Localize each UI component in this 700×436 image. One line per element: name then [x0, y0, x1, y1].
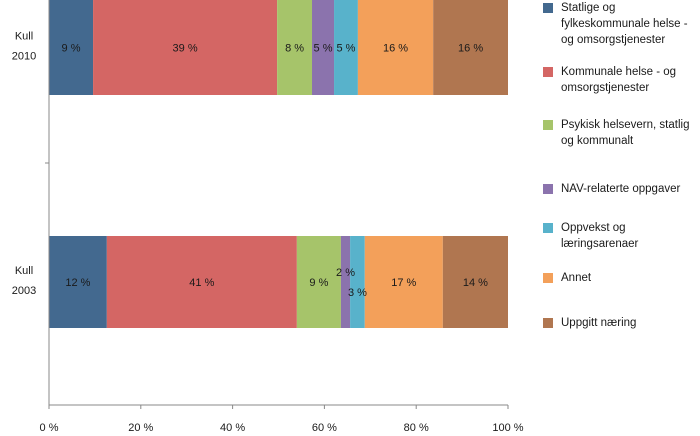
legend-label-line: Oppvekst og [561, 222, 626, 234]
legend-label-line: og kommunalt [561, 135, 634, 147]
bar-segment [364, 236, 443, 328]
legend-label: Oppvekst og læringsarenaer [561, 220, 638, 252]
data-label: 3 % [348, 287, 367, 299]
data-label: 2 % [336, 267, 355, 279]
legend-swatch [543, 273, 553, 283]
legend-label-line: Uppgitt næring [561, 317, 637, 329]
data-label: 41 % [189, 277, 214, 289]
bar-segment [312, 0, 335, 95]
legend-item: Psykisk helsevern, statlig og kommunalt [540, 117, 689, 149]
legend-label-line: Annet [561, 272, 592, 284]
legend-item: Annet [540, 270, 591, 286]
legend-label: NAV-relaterte oppgaver [561, 181, 680, 197]
legend-label-line: Psykisk helsevern, statlig [561, 119, 690, 131]
legend-label-line: læringsarenaer [561, 238, 639, 250]
x-tick-label: 100 % [492, 422, 523, 434]
bar-segment [106, 236, 297, 328]
category-label: Kull [15, 31, 33, 43]
bar-segment [357, 0, 434, 95]
bar-segment [340, 236, 351, 328]
legend-item: NAV-relaterte oppgaver [540, 181, 680, 197]
legend-swatch [543, 120, 553, 130]
category-label: Kull [15, 265, 33, 277]
legend-item: Statlige og fylkeskommunale helse - og oms… [540, 0, 688, 48]
x-tick-label: 40 % [220, 422, 245, 434]
bar-segment [277, 0, 313, 95]
data-label: 16 % [383, 43, 408, 55]
legend-label-line: og omsorgstjenester [561, 34, 666, 46]
legend-label: Uppgitt næring [561, 315, 636, 331]
data-label: 9 % [309, 277, 328, 289]
data-label: 14 % [463, 277, 488, 289]
x-tick-label: 60 % [312, 422, 337, 434]
legend-label-line: fylkeskommunale helse - [561, 18, 688, 30]
legend-item: Kommunale helse - og omsorgstjenester [540, 64, 676, 96]
data-label: 39 % [173, 43, 198, 55]
bar-segment [49, 0, 94, 95]
x-tick-label: 0 % [40, 422, 59, 434]
legend-label: Psykisk helsevern, statlig og kommunalt [561, 117, 689, 149]
x-tick-label: 20 % [128, 422, 153, 434]
legend-swatch [543, 67, 553, 77]
legend-label: Kommunale helse - og omsorgstjenester [561, 64, 676, 96]
legend-swatch [543, 223, 553, 233]
x-tick-label: 80 % [404, 422, 429, 434]
legend-label: Annet [561, 270, 591, 286]
data-label: 12 % [65, 277, 90, 289]
data-label: 5 % [336, 43, 355, 55]
bar-segment [296, 236, 341, 328]
bar-segment [334, 0, 358, 95]
data-label: 9 % [62, 43, 81, 55]
legend-item: Oppvekst og læringsarenaer [540, 220, 638, 252]
legend-swatch [543, 318, 553, 328]
legend-item: Uppgitt næring [540, 315, 636, 331]
data-label: 17 % [391, 277, 416, 289]
bar-segment [442, 236, 508, 328]
legend-label-line: NAV-relaterte oppgaver [561, 183, 681, 195]
legend-label-line: Kommunale helse - og [561, 66, 677, 78]
bar-segment [350, 236, 365, 328]
category-label: 2010 [12, 51, 36, 63]
bar-segment [49, 236, 107, 328]
legend-swatch [543, 3, 553, 13]
category-label: 2003 [12, 285, 36, 297]
legend-label-line: Statlige og [561, 2, 616, 14]
legend-label-line: omsorgstjenester [561, 82, 650, 94]
legend-swatch [543, 184, 553, 194]
data-label: 8 % [285, 43, 304, 55]
bar-segment [93, 0, 278, 95]
legend-label: Statlige og fylkeskommunale helse - og oms… [561, 0, 688, 48]
bar-segment [433, 0, 508, 95]
data-label: 5 % [314, 43, 333, 55]
data-label: 16 % [458, 43, 483, 55]
